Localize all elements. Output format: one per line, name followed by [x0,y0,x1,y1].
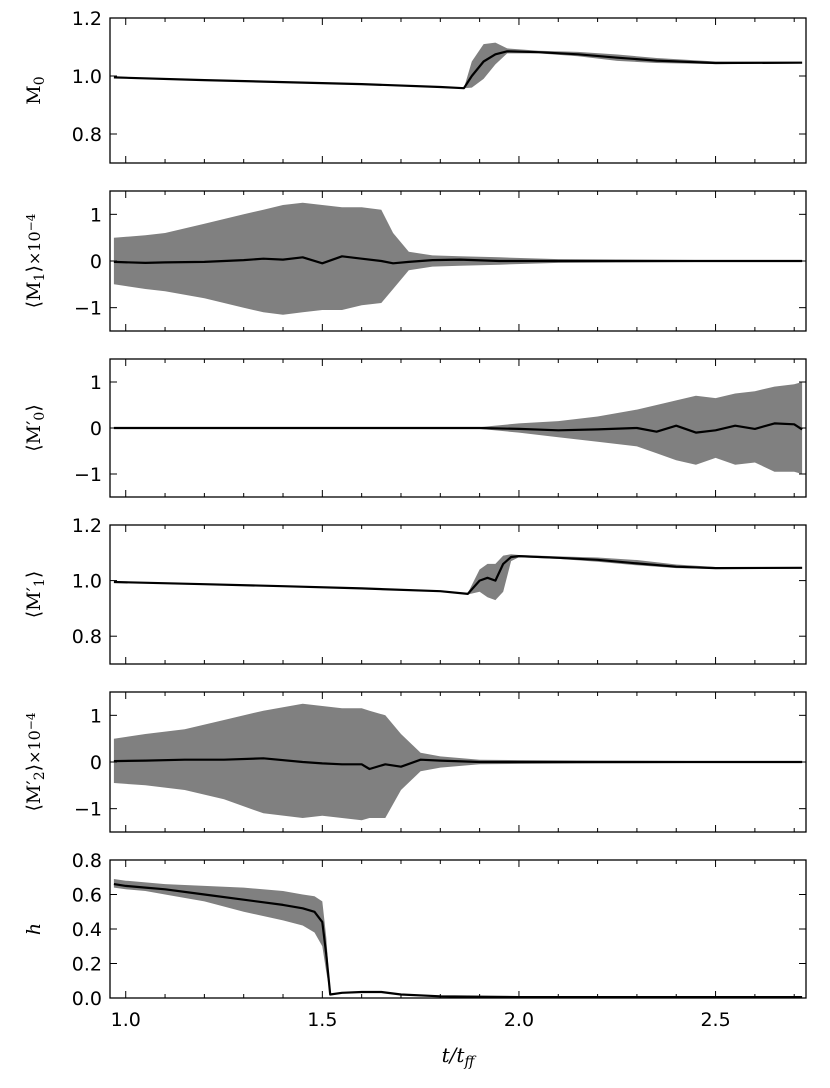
y-tick-label: 1.2 [72,8,102,30]
panel-6: 0.0 0.2 0.4 0.6 0.8 h [23,850,807,1010]
y-tick-label: 0.0 [72,988,102,1010]
y-axis-label: ⟨M′1⟩ [23,571,48,619]
y-tick-label: 0.8 [72,850,102,872]
y-axis-label: ⟨M1⟩×10−4 [23,213,48,308]
mean-line [113,555,803,595]
y-axis-label: M0 [23,76,48,104]
mean-line [113,255,803,265]
y-tick-label: 0.2 [72,954,102,976]
y-tick-label: −1 [74,799,102,821]
mean-line [113,883,803,999]
y-tick-label: 0.4 [72,919,102,941]
y-tick-label: 1.2 [72,515,102,537]
y-tick-label: 1 [90,204,102,226]
y-axis-label: ⟨M′2⟩×10−4 [23,712,48,811]
y-tick-label: −1 [74,298,102,320]
y-tick-label: 0.8 [72,626,102,648]
mean-line [113,757,803,771]
y-axis-label: ⟨M′0⟩ [23,404,48,452]
x-axis-label: t/tff [442,1043,477,1070]
panel-2: −1 0 1 ⟨M1⟩×10−4 [23,190,807,332]
panel-5: −1 0 1 ⟨M′2⟩×10−4 [23,691,807,833]
x-tick-label: 1.5 [307,1009,337,1031]
axes-frame [109,17,807,164]
axes-frame [109,859,807,999]
y-tick-label: 0.8 [72,124,102,146]
x-tick-label: 1.0 [111,1009,141,1031]
y-tick-label: 0 [90,251,102,273]
mean-line [113,422,803,434]
panel-1: 0.8 1.0 1.2 M0 [23,8,807,164]
mean-line [113,50,803,90]
panel-3: −1 0 1 ⟨M′0⟩ [23,358,807,498]
y-tick-label: 1.0 [72,66,102,88]
spread-band [113,879,803,998]
x-tick-label: 2.5 [700,1009,730,1031]
y-tick-label: 1 [90,372,102,394]
y-tick-label: 1.0 [72,571,102,593]
x-tick-label: 2.0 [504,1009,534,1031]
y-tick-label: 0 [90,752,102,774]
panel-4: 0.8 1.0 1.2 ⟨M′1⟩ [23,515,807,665]
y-tick-label: 0 [90,418,102,440]
axes-frame [109,524,807,665]
y-tick-label: −1 [74,464,102,486]
y-tick-label: 1 [90,705,102,727]
y-tick-label: 0.6 [72,885,102,907]
y-axis-label: h [23,923,45,935]
